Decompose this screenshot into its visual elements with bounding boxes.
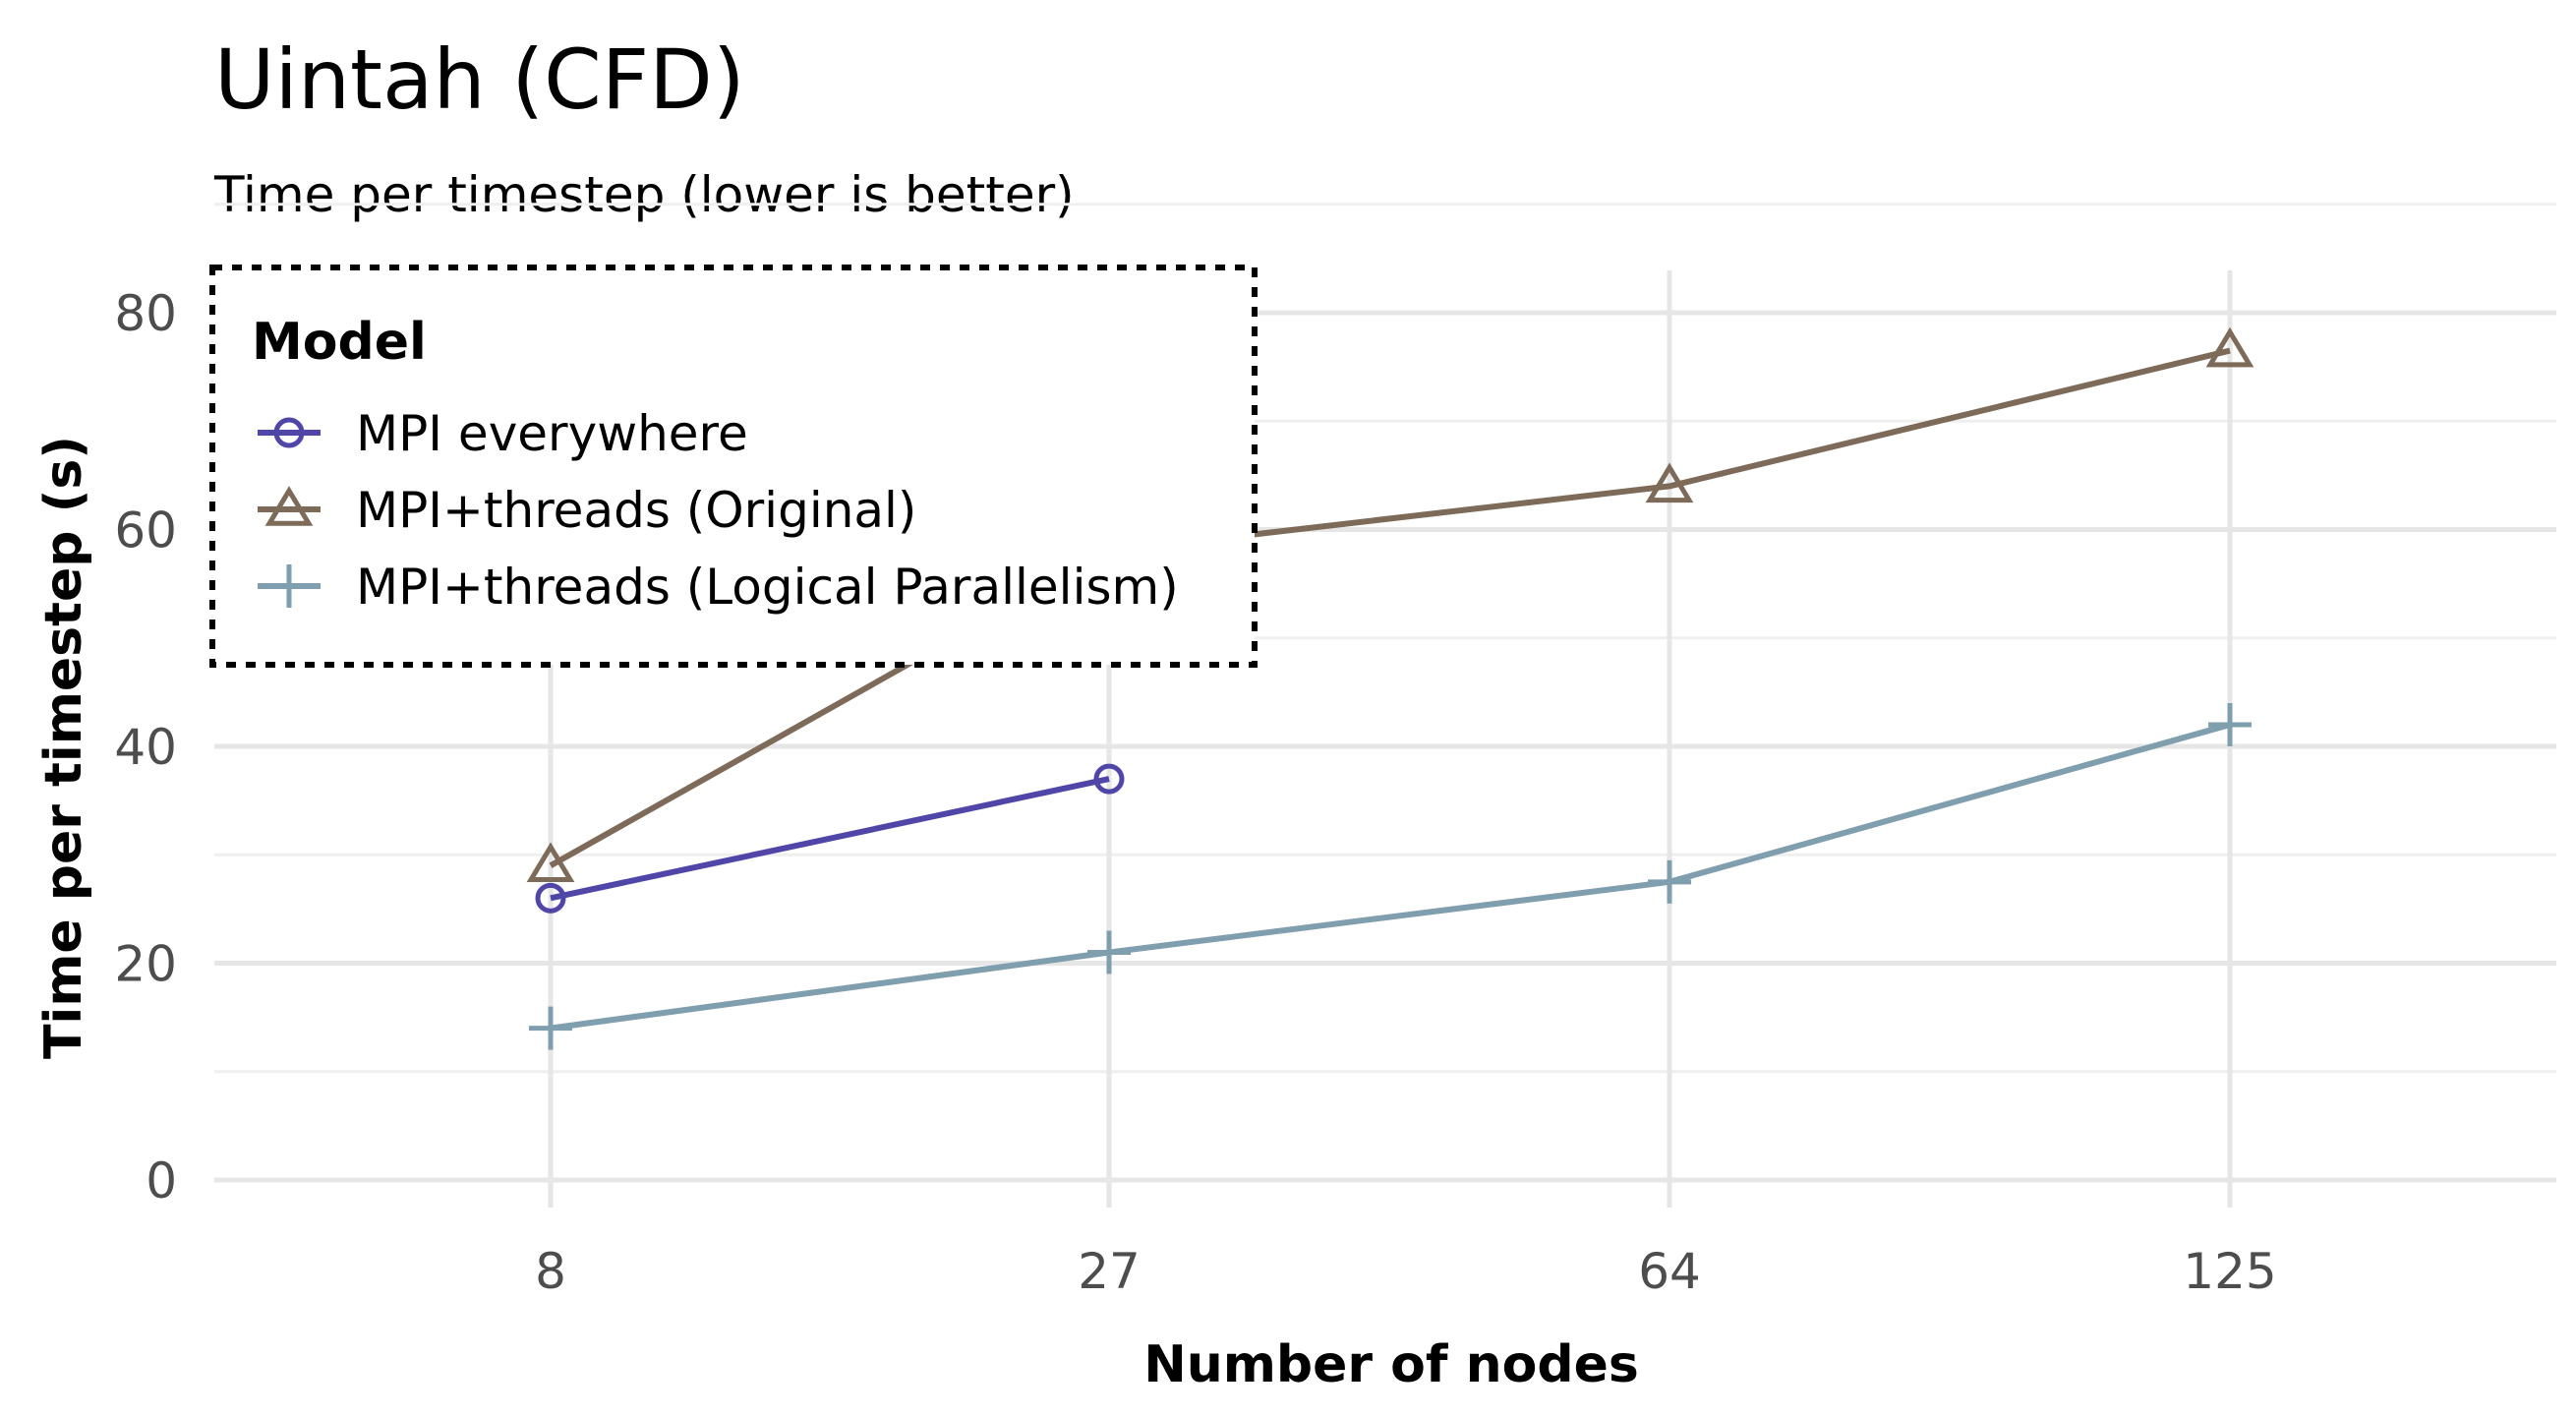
legend-item: MPI everywhere [258, 405, 748, 462]
y-tick-label: 20 [114, 936, 177, 993]
data-point [264, 486, 314, 526]
chart-title: Uintah (CFD) [214, 31, 745, 128]
data-point [1093, 763, 1125, 795]
legend-label: MPI+threads (Logical Parallelism) [356, 559, 1179, 616]
data-point [2208, 702, 2252, 746]
data-point [1645, 462, 1694, 503]
data-point [273, 417, 305, 448]
data-point [1087, 930, 1131, 974]
series-line [550, 776, 1110, 902]
legend-label: MPI everywhere [356, 405, 748, 462]
y-axis-ticks: 0 20 40 60 80 [114, 285, 177, 1210]
data-point [526, 842, 575, 883]
legend-box [209, 265, 1258, 668]
y-tick-label: 0 [146, 1152, 177, 1210]
y-tick-label: 40 [114, 719, 177, 776]
series-plus [529, 702, 2252, 1050]
x-tick-label: 8 [535, 1243, 566, 1300]
data-point [2205, 326, 2254, 368]
legend-label: MPI+threads (Original) [356, 482, 916, 539]
data-point [1648, 859, 1691, 904]
x-tick-label: 64 [1638, 1243, 1701, 1300]
series-layer [526, 326, 2254, 1050]
series-line [550, 722, 2231, 1032]
x-axis-ticks: 8 27 64 125 [535, 1243, 2277, 1300]
legend-title: Model [252, 313, 427, 372]
y-tick-label: 60 [114, 502, 177, 560]
legend-item: MPI+threads (Logical Parallelism) [258, 559, 1179, 616]
data-point [529, 1006, 572, 1050]
series-line [549, 347, 2231, 868]
y-tick-label: 80 [114, 285, 177, 342]
y-axis-title: Time per timestep (s) [34, 436, 93, 1059]
series-circle [535, 763, 1125, 914]
x-tick-label: 27 [1078, 1243, 1141, 1300]
x-tick-label: 125 [2183, 1243, 2276, 1300]
data-point [267, 564, 311, 608]
x-axis-title: Number of nodes [1143, 1335, 1639, 1394]
legend-item: MPI+threads (Original) [258, 482, 916, 539]
data-point [535, 882, 566, 914]
chart-subtitle: Time per timestep (lower is better) [213, 166, 1075, 223]
legend: Model MPI everywhere MPI+threads (Origina… [209, 265, 1258, 668]
legend-items: MPI everywhere MPI+threads (Original) MPI+… [258, 405, 1179, 616]
